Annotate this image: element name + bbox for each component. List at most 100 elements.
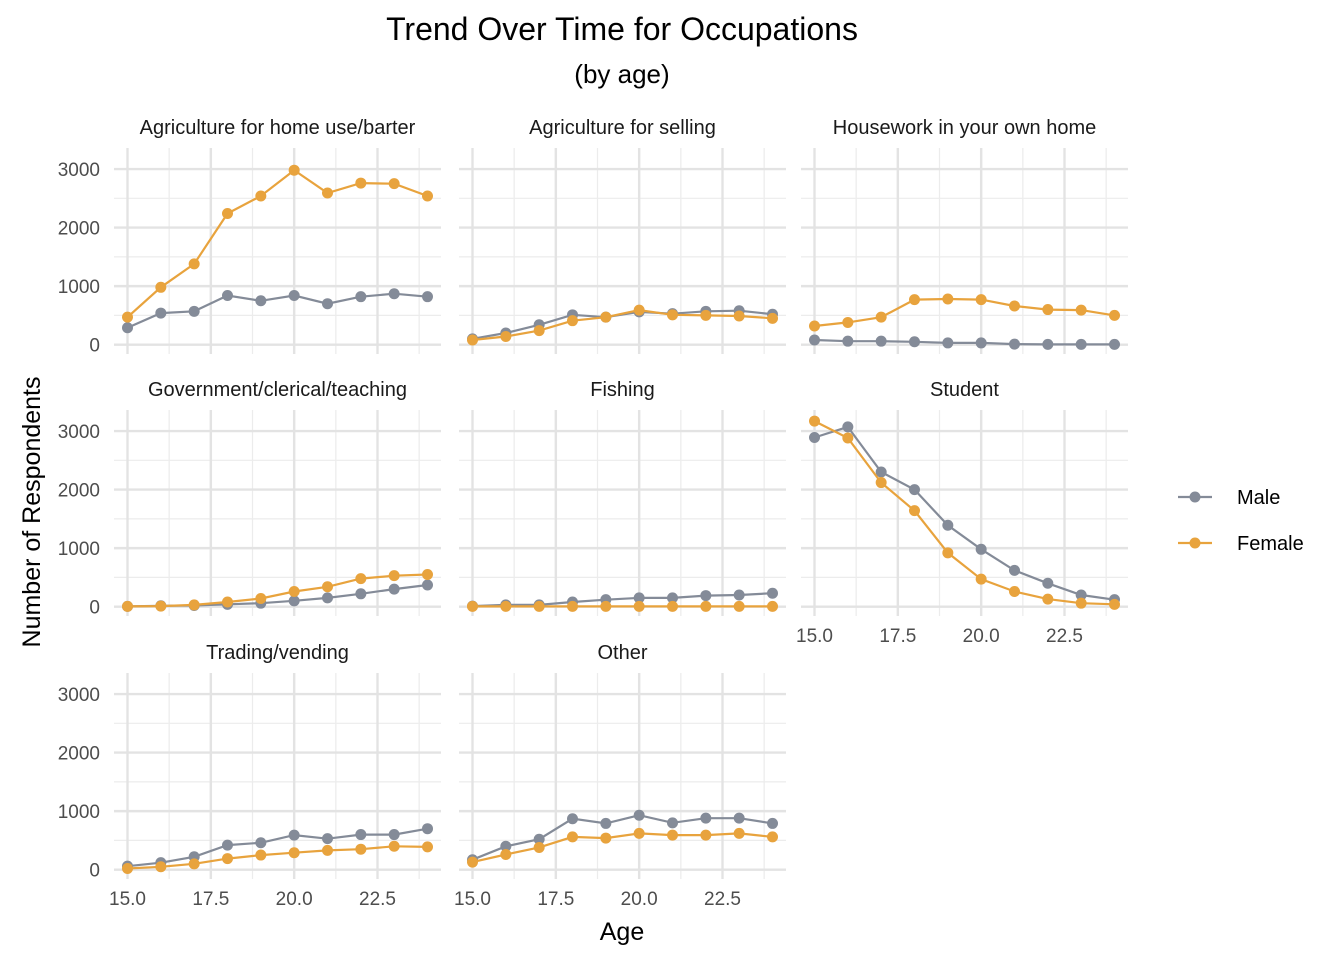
data-point-male: [1075, 589, 1087, 601]
data-point-female: [1109, 309, 1120, 321]
data-point-male: [975, 337, 987, 349]
data-point-male: [909, 336, 920, 348]
data-point-male: [155, 307, 167, 319]
y-tick-label: 0: [89, 336, 100, 357]
facet-title: Housework in your own home: [833, 117, 1096, 139]
data-point-female: [1075, 304, 1087, 316]
data-point-female: [122, 863, 133, 875]
facet-panel: Student 15.0 17.5 20.0 22.5: [796, 379, 1128, 647]
data-point-male: [355, 829, 367, 841]
series-line-male: [127, 292, 428, 329]
data-point-female: [700, 309, 712, 321]
data-point-female: [255, 190, 267, 202]
data-point-male: [942, 337, 954, 349]
data-point-male: [1042, 577, 1054, 589]
y-tick-label: 2000: [58, 219, 100, 240]
data-point-male: [667, 592, 678, 604]
facet-title: Fishing: [590, 379, 654, 401]
data-point-male: [288, 829, 300, 841]
data-point-female: [667, 600, 678, 612]
series-line-female: [472, 308, 773, 342]
data-point-female: [188, 858, 200, 870]
x-tick-label: 22.5: [359, 889, 396, 910]
data-point-female: [355, 177, 367, 189]
facet-panel: Agriculture for home use/barter 0 1000 2000…: [58, 117, 441, 357]
data-point-female: [255, 592, 267, 604]
data-point-female: [567, 315, 578, 327]
y-tick-label: 0: [89, 598, 100, 619]
data-point-male: [633, 592, 645, 604]
data-point-female: [422, 568, 433, 580]
data-point-male: [975, 543, 987, 555]
data-point-female: [222, 596, 233, 608]
data-point-male: [633, 809, 645, 821]
data-point-female: [733, 827, 745, 839]
legend-label: Female: [1237, 533, 1304, 555]
x-axis-title: Age: [600, 918, 644, 946]
data-point-female: [222, 208, 233, 220]
data-point-male: [388, 829, 400, 841]
legend-label: Male: [1237, 487, 1280, 509]
data-point-female: [600, 311, 612, 323]
data-point-male: [288, 595, 300, 607]
data-point-female: [809, 415, 820, 427]
data-point-female: [155, 281, 167, 293]
data-point-female: [467, 856, 478, 868]
data-point-female: [842, 432, 854, 444]
data-point-female: [388, 178, 400, 190]
series-line-male: [814, 338, 1115, 346]
facet-title: Trading/vending: [206, 642, 349, 664]
data-point-male: [875, 335, 887, 347]
data-point-female: [355, 573, 367, 585]
facet-title: Other: [597, 642, 647, 664]
data-point-male: [667, 817, 678, 829]
legend-key-point: [1189, 491, 1201, 503]
data-point-female: [1109, 598, 1120, 610]
legend-item-male: Male: [1178, 487, 1280, 509]
data-point-female: [467, 334, 478, 346]
data-point-female: [842, 316, 854, 328]
data-point-male: [355, 291, 367, 303]
chart-subtitle: (by age): [574, 59, 669, 89]
data-point-female: [942, 293, 954, 305]
data-point-female: [155, 861, 167, 873]
data-point-female: [188, 258, 200, 270]
data-point-male: [809, 431, 820, 443]
data-point-female: [567, 600, 578, 612]
legend-item-female: Female: [1178, 533, 1304, 555]
data-point-female: [975, 573, 987, 585]
x-tick-label: 20.0: [963, 626, 1000, 647]
x-tick-label: 22.5: [704, 889, 741, 910]
data-point-female: [322, 187, 333, 199]
series-line-female: [814, 420, 1115, 606]
facet-panel: Other 15.0 17.5 20.0 22.5: [454, 642, 786, 910]
data-point-male: [842, 335, 854, 347]
y-tick-label: 1000: [58, 802, 100, 823]
data-point-male: [122, 322, 133, 334]
y-tick-label: 1000: [58, 277, 100, 298]
y-tick-label: 1000: [58, 539, 100, 560]
data-point-female: [222, 853, 233, 865]
data-point-male: [500, 840, 512, 852]
data-point-female: [667, 309, 678, 321]
data-point-female: [122, 311, 133, 323]
x-tick-label: 15.0: [109, 889, 146, 910]
data-point-female: [909, 505, 920, 517]
data-point-female: [122, 600, 133, 612]
facet-title: Agriculture for home use/barter: [140, 117, 416, 139]
data-point-female: [188, 599, 200, 611]
facet-panel: Agriculture for selling: [459, 117, 786, 354]
data-point-female: [288, 847, 300, 859]
facet-panel: Trading/vending 0 1000 2000 3000 15.0 17.5 20.0…: [58, 642, 441, 910]
data-point-male: [700, 590, 712, 602]
data-point-female: [667, 829, 678, 841]
series-line-male: [472, 814, 773, 861]
data-point-female: [422, 841, 433, 853]
data-point-female: [1009, 585, 1020, 597]
data-point-female: [767, 600, 778, 612]
data-point-male: [733, 589, 745, 601]
y-tick-label: 0: [89, 861, 100, 882]
x-tick-label: 17.5: [537, 889, 574, 910]
data-point-female: [500, 848, 512, 860]
data-point-female: [1042, 304, 1054, 316]
